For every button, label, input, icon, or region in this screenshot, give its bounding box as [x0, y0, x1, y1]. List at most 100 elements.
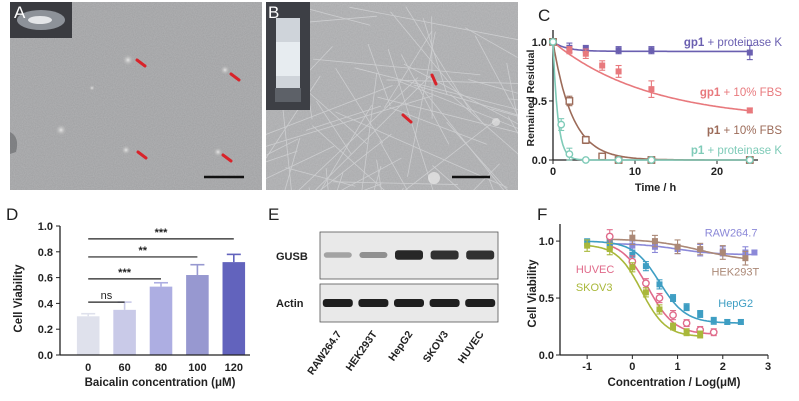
legend-label-f: HEK293T — [711, 266, 759, 278]
legend-bold-c: p1 — [707, 125, 721, 137]
y-tick-label-f: 0.0 — [539, 350, 554, 362]
legend-label-c: gp1 + 10% FBS — [700, 87, 782, 99]
data-point-f — [642, 279, 650, 288]
y-tick-label-d: 0.0 — [38, 350, 53, 362]
lane-label: HepG2 — [386, 329, 415, 364]
fiber — [450, 94, 518, 155]
series-c-1 — [550, 38, 753, 114]
fiber — [305, 105, 382, 131]
data-point-c — [565, 97, 574, 105]
x-tick-label-f: 1 — [675, 361, 681, 373]
legend-rest-c: + 10% FBS — [720, 87, 782, 99]
fiber — [312, 58, 481, 76]
fiber — [407, 31, 436, 177]
data-point-f — [751, 249, 758, 256]
legend-label-c: gp1 + proteinase K — [684, 37, 782, 49]
data-point-f — [709, 328, 718, 337]
y-tick-label-f: 0.5 — [539, 293, 554, 305]
legend-label-f: HepG2 — [718, 298, 753, 310]
fiber — [333, 181, 458, 185]
data-point-c — [615, 68, 622, 75]
fiber — [404, 118, 499, 190]
fiber — [285, 167, 356, 187]
panel-label-a: A — [14, 3, 26, 22]
fiber — [432, 165, 461, 190]
western-blot: GUSB Actin RAW264.7 HEK293T HepG2 SKOV3 HUVEC — [276, 231, 499, 377]
fiber — [405, 6, 472, 113]
lane-label: HUVEC — [456, 329, 487, 366]
y-tick-label-d: 1.0 — [38, 221, 53, 233]
fiber — [414, 78, 505, 190]
actin-band — [358, 299, 389, 307]
fiber — [506, 63, 518, 123]
fiber — [314, 75, 431, 190]
significance-label-d: ns — [101, 290, 113, 302]
significance-label-d: *** — [155, 227, 169, 239]
panel-label-f: F — [537, 205, 548, 224]
micrograph-a — [10, 2, 262, 190]
red-arrows-a — [135, 58, 241, 163]
data-point-f — [629, 234, 636, 241]
y-axis-label-d: Cell Viability — [13, 264, 25, 333]
legend-label-f: SKOV3 — [576, 282, 613, 294]
fiber — [266, 138, 299, 156]
y-tick-label-c: 0.0 — [532, 155, 547, 167]
significance-label-d: ** — [139, 245, 148, 257]
x-tick-label-f: 0 — [629, 361, 635, 373]
data-point-f — [629, 264, 636, 271]
band-label-gusb: GUSB — [276, 251, 308, 263]
lane-label: SKOV3 — [421, 329, 451, 365]
legend-rest-c: + 10% FBS — [720, 125, 782, 137]
series-c-3 — [549, 38, 754, 164]
significance-label-d: *** — [118, 267, 132, 279]
panel-label-b: B — [268, 3, 280, 22]
fiber — [266, 95, 433, 147]
y-tick-label-d: 0.4 — [38, 298, 54, 310]
fiber — [266, 145, 335, 180]
x-tick-label-d: 120 — [225, 362, 243, 374]
data-point-c — [581, 136, 590, 144]
data-point-c — [566, 47, 573, 54]
fiber — [335, 111, 508, 188]
fiber — [312, 125, 385, 190]
data-point-c — [557, 120, 566, 129]
data-point-c — [565, 150, 574, 158]
x-tick-label-c: 20 — [711, 166, 723, 178]
legend-rest-c: + proteinase K — [704, 37, 782, 49]
fiber — [473, 163, 500, 190]
data-point-c — [598, 152, 607, 161]
bar-d — [113, 309, 136, 355]
data-point-f — [719, 249, 726, 256]
x-tick-label-d: 0 — [85, 362, 91, 374]
fiber — [390, 11, 486, 126]
fiber — [491, 108, 518, 117]
x-tick-label-d: 80 — [155, 362, 167, 374]
data-point-f — [674, 243, 681, 250]
data-point-f — [697, 310, 704, 317]
fiber — [367, 43, 391, 106]
fiber — [308, 8, 371, 26]
data-point-c — [648, 47, 655, 54]
fiber — [400, 54, 450, 145]
data-point-f — [697, 331, 704, 338]
fit-curve-f — [609, 245, 714, 335]
data-point-f — [710, 317, 717, 324]
fiber — [325, 168, 329, 190]
actin-band — [322, 299, 353, 307]
x-tick-label-d: 100 — [188, 362, 206, 374]
data-point-c — [581, 156, 590, 164]
gusb-band — [395, 250, 423, 260]
gusb-band — [323, 252, 352, 258]
x-axis-label-f: Concentration / Log(μM) — [608, 377, 741, 389]
band-label-actin: Actin — [276, 298, 304, 310]
fiber — [298, 77, 419, 190]
x-tick-label-c: 0 — [550, 166, 556, 178]
bar-d — [186, 275, 209, 355]
x-tick-label-f: -1 — [582, 361, 592, 373]
legend-bold-c: p1 — [691, 145, 705, 157]
fiber — [319, 133, 392, 190]
legend-label-f: HUVEC — [576, 264, 615, 276]
data-point-f — [651, 238, 658, 245]
data-point-f — [669, 311, 677, 320]
fiber — [361, 72, 378, 190]
